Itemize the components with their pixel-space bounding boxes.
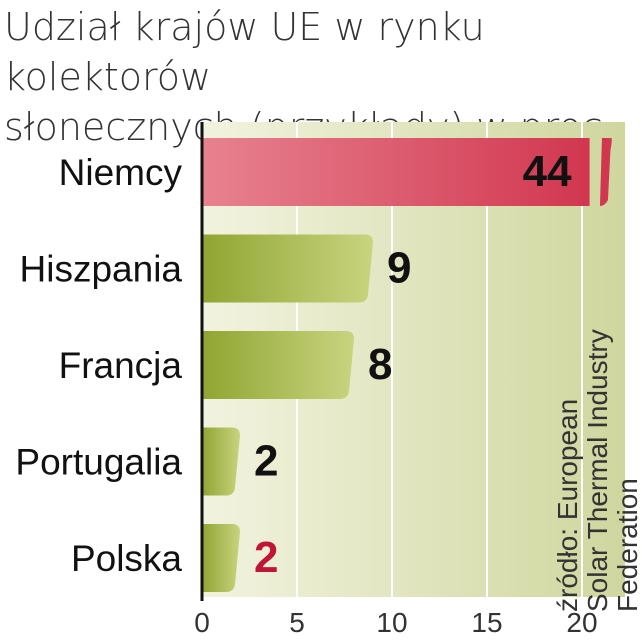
category-label: Portugalia — [15, 442, 182, 483]
chart-title-line-1: Udział krajów UE w rynku kolektorów — [4, 5, 485, 99]
x-tick-label: 10 — [376, 607, 407, 638]
category-label: Polska — [71, 538, 182, 579]
bar-hiszpania — [202, 234, 373, 303]
x-tick-label: 20 — [566, 607, 597, 638]
source-note: źródło: European Solar Thermal Industry … — [552, 322, 642, 613]
category-labels: Niemcy Hiszpania Francja Portugalia Polska — [15, 152, 182, 579]
x-tick-label: 15 — [471, 607, 502, 638]
category-label: Niemcy — [59, 152, 183, 193]
value-label: 2 — [254, 533, 278, 582]
source-line-3: Federation — [612, 478, 642, 612]
category-label: Hiszpania — [20, 249, 183, 290]
category-label: Francja — [59, 345, 183, 386]
value-label: 44 — [523, 147, 572, 196]
bar-polska — [202, 524, 240, 592]
value-label: 9 — [387, 244, 411, 293]
x-tick-label: 0 — [194, 607, 210, 638]
value-label: 8 — [368, 340, 392, 389]
bar-break-cap — [599, 138, 612, 206]
bar-portugalia — [202, 427, 240, 496]
value-labels: 44 9 8 2 2 — [254, 147, 572, 582]
bar-niemcy — [202, 138, 590, 206]
source-line-2: Solar Thermal Industry — [582, 329, 613, 612]
bar-francja — [202, 331, 354, 399]
source-line-1: źródło: European — [552, 399, 583, 612]
x-tick-label: 5 — [289, 607, 305, 638]
value-label: 2 — [254, 437, 278, 486]
bars — [202, 138, 612, 592]
x-tick-labels: 0 5 10 15 20 — [194, 607, 597, 638]
